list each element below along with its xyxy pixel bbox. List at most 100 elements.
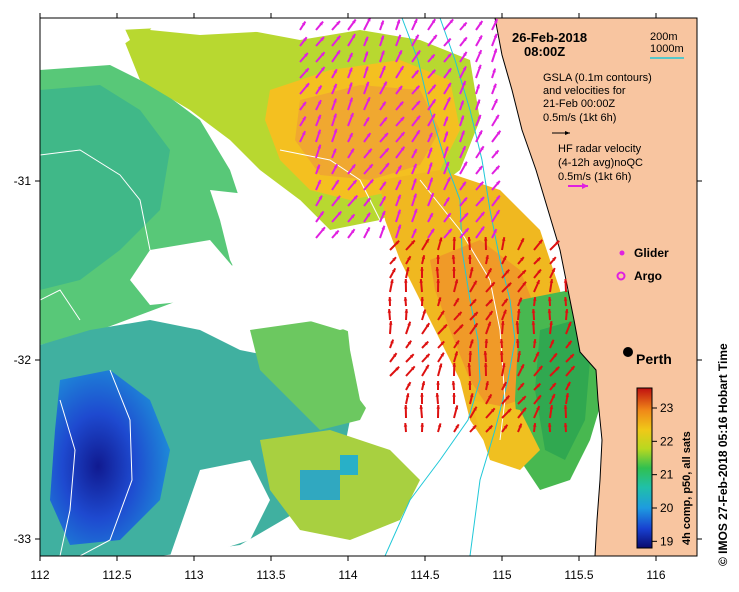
gsla-arrow [517,407,527,419]
gsla-arrow [549,366,560,377]
gsla-arrow [517,382,525,391]
gsla-arrow [420,422,425,433]
gsla-arrow [403,404,408,419]
gsla-arrow [565,353,575,363]
gsla-arrow [533,405,541,419]
gsla-arrow [485,310,494,321]
hf-arrow [411,85,421,95]
gsla-arrow [453,297,460,307]
hf-arrow [459,181,467,191]
gsla-arrow [533,279,541,293]
hf-arrow [491,83,497,95]
glider-marker [619,250,625,256]
colorbar-tick-label: 22 [660,434,674,448]
hf-arrow [379,132,389,143]
colorbar-label: 4h comp, p50, all sats [681,431,693,545]
hf-arrow [475,20,484,31]
gsla-arrow [485,424,494,433]
gsla-arrow [501,408,512,419]
hf-arrow [331,113,337,127]
gsla-arrow [549,382,557,391]
hf-arrow [363,96,371,111]
hf-arrow [459,227,470,239]
hf-arrow [315,195,323,207]
gsla-arrow [419,404,424,419]
gsla-arrow [437,297,442,307]
hf-arrow [379,210,386,223]
hf-arrow [379,225,386,239]
credit-label: © IMOS 27-Feb-2018 05:16 Hobart Time [716,343,730,566]
gsla-arrow [533,268,542,279]
hf-arrow [331,35,341,47]
x-tick-label: 115 [492,568,511,582]
gsla-scale-label: 0.5m/s (1kt 6h) [543,112,616,124]
hf-arrow [315,164,321,175]
hf-arrow [475,99,481,111]
hf-arrow [347,132,354,143]
hf-arrow [299,101,307,111]
hf-arrow [379,101,387,111]
hf-arrow [299,21,307,31]
gsla-arrow [485,321,492,335]
hf-arrow [475,196,485,207]
gsla-arrow [436,254,440,265]
hf-arrow [331,163,339,175]
cloud-gaps [40,18,500,556]
hf-arrow [459,161,468,175]
hf-arrow [459,212,469,223]
hf-arrow [395,65,405,79]
hf-radar-arrows [299,18,502,239]
gsla-legend-line1: GSLA (0.1m contours) [543,72,652,84]
gsla-arrow [421,255,426,265]
hf-arrow [395,85,403,95]
gsla-arrow [565,321,572,335]
gsla-arrow [437,423,442,433]
hf-arrow [491,228,498,239]
gsla-arrow [437,323,448,335]
hf-arrow [315,179,322,191]
hf-arrow [475,49,483,63]
gsla-arrow [389,240,400,251]
gsla-arrow [533,239,543,251]
gsla-arrow [435,392,440,405]
gsla-arrow [421,381,426,391]
hf-arrow [443,67,452,79]
gsla-arrow [532,422,537,433]
hf-arrow [347,194,359,207]
hf-arrow [347,82,353,95]
hf-arrow [443,37,452,47]
gsla-arrow [565,381,571,391]
gsla-arrow [452,392,456,405]
gsla-arrow [531,308,536,321]
hf-arrow [427,177,434,191]
gsla-arrow [436,380,440,391]
gsla-arrow [517,269,527,279]
hf-arrow [443,96,451,111]
gsla-arrow [437,352,445,363]
hf-arrow [443,116,449,127]
hf-arrow [379,195,387,207]
gsla-arrow [563,404,568,419]
perth-marker [623,347,633,357]
hf-arrow [475,114,482,127]
gsla-arrow [405,239,416,251]
hf-arrow [459,36,468,47]
gsla-arrow [437,340,445,349]
hf-arrow [427,192,435,207]
colorbar-gradient [636,387,653,549]
hf-arrow [427,212,434,223]
gsla-arrow [549,320,553,335]
map-time: 08:00Z [524,44,565,59]
gsla-arrow [469,280,478,293]
hf-arrow [411,228,417,239]
gsla-arrow [547,308,552,321]
hf-arrow [491,165,501,175]
hf-arrow [363,36,369,47]
hf-arrow [443,161,450,175]
hf-arrow [475,226,485,239]
gsla-arrow [516,308,521,321]
gsla-arrow [499,350,504,363]
bathymetry-contours [384,18,516,556]
colorbar-tick-label: 23 [660,401,674,415]
glider-label: Glider [634,246,669,260]
